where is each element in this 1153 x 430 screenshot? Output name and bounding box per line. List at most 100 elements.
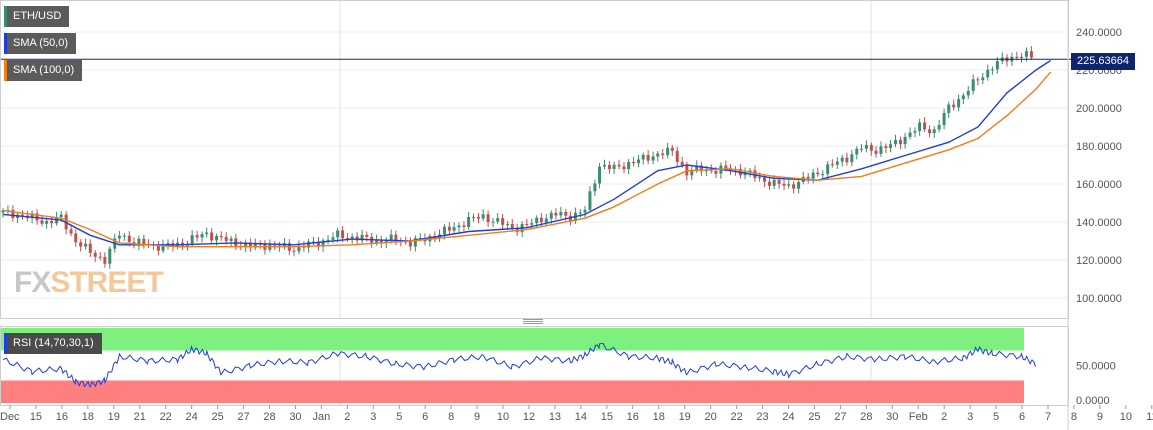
legend-sma50-label: SMA (50,0)	[13, 37, 69, 49]
candle-body	[961, 95, 965, 100]
candle-body	[976, 79, 980, 81]
candle-body	[93, 252, 97, 257]
candle-body	[816, 172, 820, 175]
candle-body	[1, 210, 5, 213]
x-tick-label: 28	[263, 411, 275, 423]
x-tick-label: 8	[448, 411, 454, 423]
candle-body	[763, 177, 767, 182]
candle-body	[190, 235, 194, 244]
candle-body	[297, 245, 301, 252]
candle-body	[690, 170, 694, 176]
y-tick-label: 240.0000	[1076, 27, 1122, 39]
x-tick-label: 27	[237, 411, 249, 423]
x-tick-label: 25	[808, 411, 820, 423]
candle-body	[995, 61, 999, 70]
fxstreet-logo: FXSTREET	[14, 266, 164, 300]
candle-body	[321, 240, 325, 247]
candle-body	[549, 212, 553, 219]
candle-body	[161, 244, 165, 251]
sma50-line	[2, 59, 1051, 246]
candle-body	[496, 218, 500, 222]
candle-body	[617, 164, 621, 167]
candle-body	[535, 217, 539, 224]
x-tick-label: 11	[1146, 411, 1153, 423]
x-tick-label: 30	[886, 411, 898, 423]
legend-rsi[interactable]: RSI (14,70,30,1)	[4, 333, 102, 354]
candle-body	[864, 144, 868, 149]
candle-body	[564, 211, 568, 216]
candle-body	[122, 235, 126, 237]
candle-body	[990, 69, 994, 71]
candle-body	[583, 209, 587, 213]
candle-body	[486, 214, 490, 223]
x-tick-label: 28	[860, 411, 872, 423]
legend-sma50-swatch	[4, 33, 7, 54]
candle-body	[835, 161, 839, 165]
candle-body	[782, 183, 786, 186]
candle-body	[117, 235, 121, 239]
y-tick-label: 160.0000	[1076, 179, 1122, 191]
candle-body	[215, 235, 219, 241]
candle-body	[797, 181, 801, 189]
candle-body	[598, 166, 602, 184]
candle-body	[666, 147, 670, 156]
candle-body	[98, 256, 102, 258]
rsi-tick-label: 50.0000	[1076, 361, 1116, 373]
candle-body	[413, 238, 417, 247]
x-tick-label: 9	[474, 411, 480, 423]
candle-body	[346, 238, 350, 240]
x-tick-label: Dec	[0, 411, 20, 423]
candle-body	[913, 131, 917, 133]
x-tick-label: 21	[134, 411, 146, 423]
y-tick-label: 180.0000	[1076, 141, 1122, 153]
candle-body	[641, 154, 645, 160]
y-tick-label: 200.0000	[1076, 103, 1122, 115]
candle-body	[772, 180, 776, 186]
x-tick-label: 10	[1120, 411, 1132, 423]
panel-frames	[0, 0, 1069, 430]
candle-body	[670, 147, 674, 151]
x-tick-label: 23	[756, 411, 768, 423]
y-tick-label: 120.0000	[1076, 255, 1122, 267]
candle-body	[84, 243, 88, 247]
rsi-tick-label: 0.0000	[1076, 395, 1110, 407]
candle-body	[219, 235, 223, 238]
candle-body	[986, 69, 990, 78]
x-tick-label: 5	[396, 411, 402, 423]
legend-sma100[interactable]: SMA (100,0)	[4, 60, 83, 81]
candle-body	[855, 148, 859, 155]
candle-body	[408, 241, 412, 247]
legend-symbol[interactable]: ETH/USD	[4, 6, 70, 27]
candle-body	[11, 209, 15, 219]
legend-sma100-swatch	[4, 60, 7, 81]
legend-sma50[interactable]: SMA (50,0)	[4, 33, 77, 54]
candle-body	[826, 164, 830, 175]
candle-body	[525, 223, 529, 225]
x-tick-label: 30	[289, 411, 301, 423]
candle-body	[501, 218, 505, 225]
candle-body	[821, 174, 825, 176]
x-tick-label: 20	[705, 411, 717, 423]
candle-body	[331, 237, 335, 240]
candle-body	[336, 230, 340, 238]
candle-body	[442, 226, 446, 235]
x-tick-label: 15	[30, 411, 42, 423]
x-tick-label: 12	[523, 411, 535, 423]
candle-body	[481, 214, 485, 219]
x-tick-label: Feb	[909, 411, 928, 423]
candle-body	[375, 239, 379, 244]
candle-body	[452, 227, 456, 231]
x-tick-label: 3	[967, 411, 973, 423]
candle-body	[530, 223, 534, 225]
x-tick-label: 19	[679, 411, 691, 423]
candle-body	[675, 150, 679, 162]
candle-body	[350, 236, 354, 239]
candle-body	[971, 79, 975, 91]
candle-body	[903, 136, 907, 145]
rsi-oversold-zone	[0, 380, 1024, 403]
candle-body	[850, 154, 854, 163]
y-tick-label: 140.0000	[1076, 217, 1122, 229]
candle-body	[893, 139, 897, 145]
candle-body	[578, 212, 582, 214]
